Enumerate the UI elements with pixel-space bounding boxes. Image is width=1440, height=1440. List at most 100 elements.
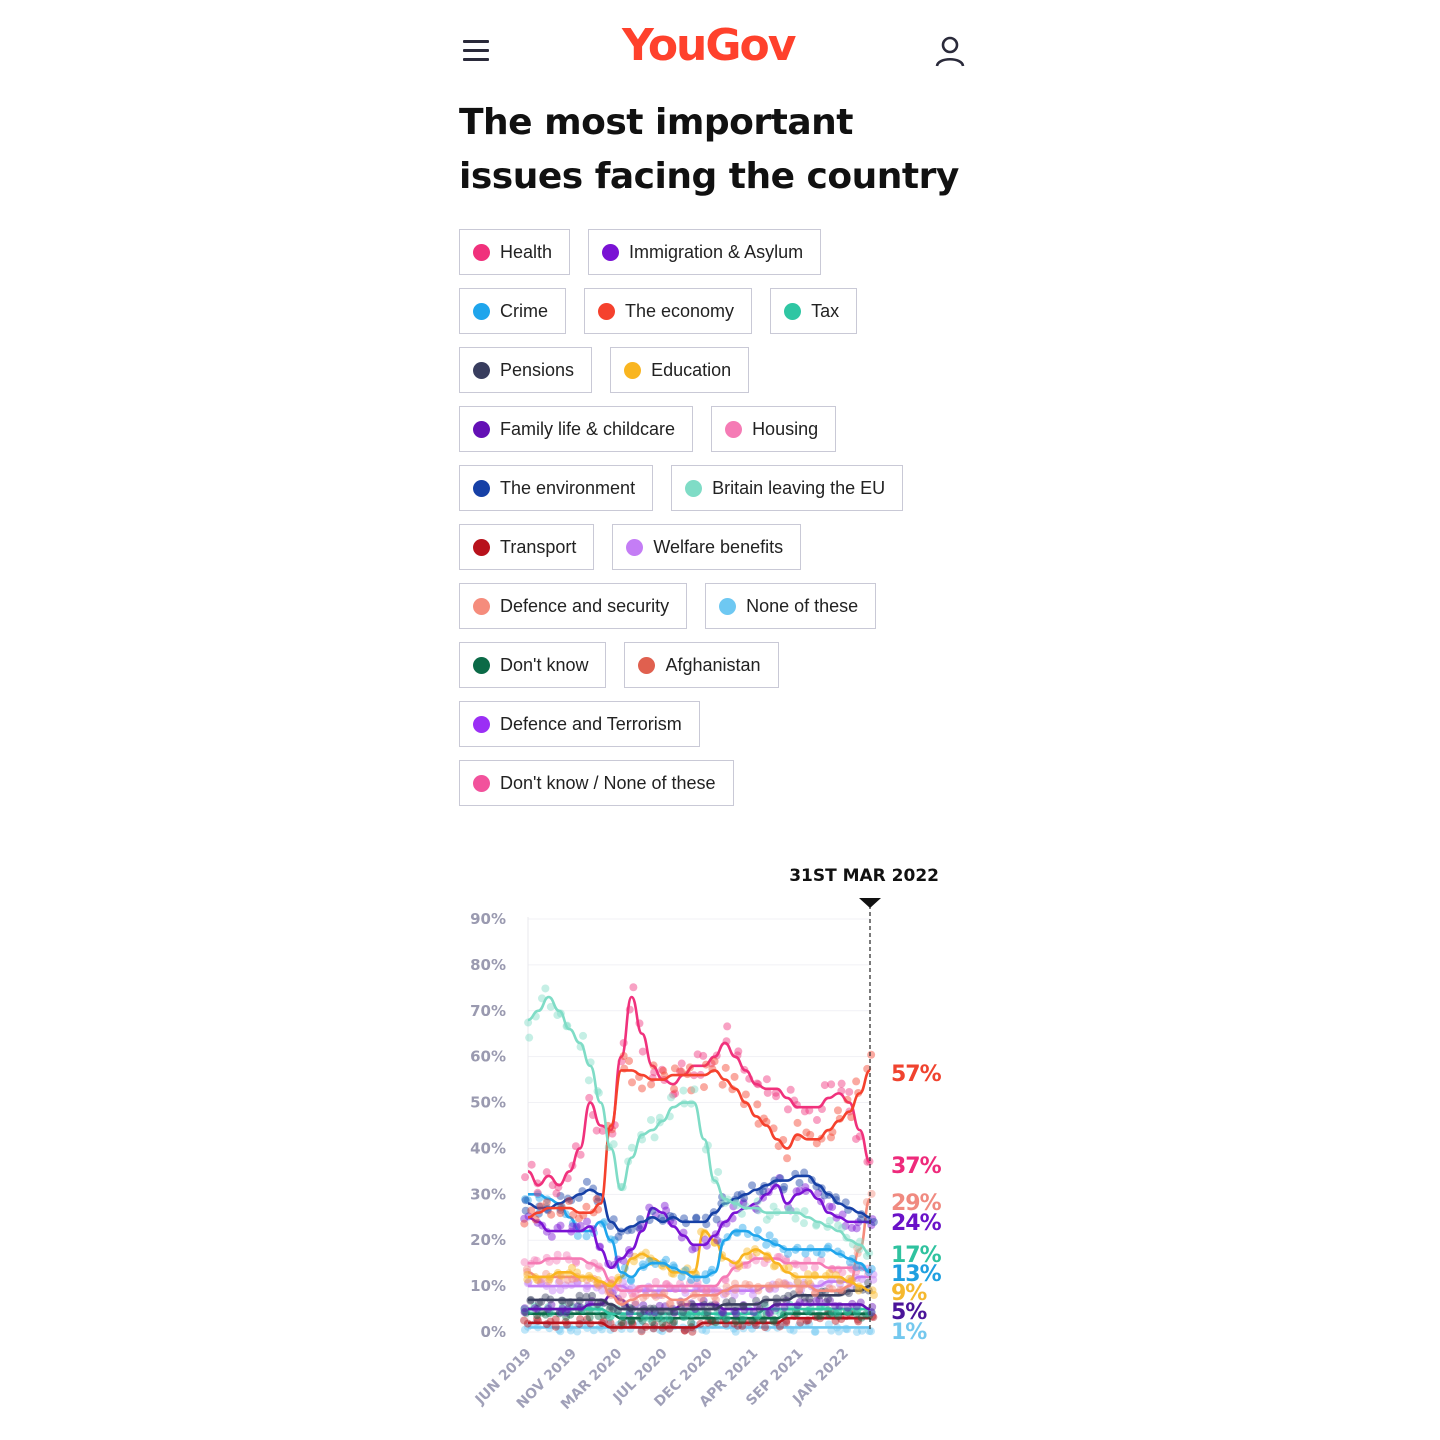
legend-label: None of these xyxy=(746,595,859,616)
data-point xyxy=(825,1269,834,1278)
data-point xyxy=(772,1092,781,1101)
legend-label: Crime xyxy=(500,300,548,321)
data-point xyxy=(582,1202,591,1211)
legend-row: Don't know / None of these xyxy=(459,760,959,806)
data-point xyxy=(784,1263,793,1272)
user-icon[interactable] xyxy=(934,34,966,68)
data-point xyxy=(762,1240,771,1249)
legend-chip[interactable]: Don't know xyxy=(459,642,607,688)
data-point xyxy=(666,1299,675,1308)
data-point xyxy=(557,1271,566,1280)
data-point xyxy=(800,1168,809,1177)
legend-chip[interactable]: Pensions xyxy=(459,347,593,393)
data-point xyxy=(812,1116,821,1125)
legend-chip[interactable]: Family life & childcare xyxy=(459,406,694,452)
series-line xyxy=(527,1229,871,1292)
end-value-label: 57% xyxy=(891,1062,942,1087)
data-point xyxy=(739,1198,748,1207)
data-point xyxy=(800,1107,809,1116)
legend-chip[interactable]: Education xyxy=(610,347,750,393)
data-point xyxy=(521,1307,530,1316)
legend-chip[interactable]: The environment xyxy=(459,465,654,511)
data-point xyxy=(592,1126,601,1135)
data-point xyxy=(648,1206,657,1215)
legend-label: Family life & childcare xyxy=(500,418,676,439)
data-point xyxy=(650,1308,659,1317)
data-point xyxy=(533,1188,542,1197)
data-point xyxy=(700,1300,709,1309)
data-point xyxy=(734,1047,743,1056)
data-point xyxy=(865,1326,874,1335)
data-point xyxy=(614,1232,623,1241)
data-point xyxy=(568,1263,577,1272)
data-point xyxy=(869,1291,878,1300)
data-point xyxy=(547,1232,556,1241)
series xyxy=(520,1174,877,1270)
data-point xyxy=(605,1313,614,1322)
legend-chip[interactable]: Defence and Terrorism xyxy=(459,701,700,747)
menu-button[interactable] xyxy=(463,40,489,62)
data-point xyxy=(619,1052,628,1061)
chart: 0%10%20%30%40%50%60%70%80%90%JUN 2019NOV… xyxy=(470,866,943,1413)
data-point xyxy=(786,1085,795,1094)
data-point xyxy=(815,1296,824,1305)
data-point xyxy=(712,1215,721,1224)
legend-chip[interactable]: Transport xyxy=(459,524,595,570)
data-point xyxy=(738,1223,747,1232)
data-point xyxy=(762,1310,771,1319)
yougov-logo[interactable]: YouGov xyxy=(622,20,796,71)
data-point xyxy=(841,1221,850,1230)
legend-chip[interactable]: Afghanistan xyxy=(624,642,779,688)
data-point xyxy=(658,1327,667,1336)
data-point xyxy=(827,1080,836,1089)
data-point xyxy=(665,1314,674,1323)
legend-dot-icon xyxy=(473,656,490,674)
data-point xyxy=(753,1100,762,1109)
data-point xyxy=(730,1291,739,1300)
legend-chip[interactable]: Health xyxy=(459,229,571,275)
legend-chip[interactable]: Defence and security xyxy=(459,583,688,629)
data-point xyxy=(817,1250,826,1259)
data-point xyxy=(735,1262,744,1271)
legend-chip[interactable]: Tax xyxy=(770,288,858,334)
data-point xyxy=(688,1327,697,1336)
data-point xyxy=(677,1272,686,1281)
data-point xyxy=(693,1050,702,1059)
legend-label: Education xyxy=(651,359,732,380)
data-point xyxy=(625,1056,634,1065)
data-point xyxy=(804,1277,813,1286)
data-point xyxy=(837,1079,846,1088)
legend-chip[interactable]: The economy xyxy=(584,288,753,334)
legend-chip[interactable]: Welfare benefits xyxy=(612,524,802,570)
data-point xyxy=(527,1160,536,1169)
data-point xyxy=(852,1134,861,1143)
data-point xyxy=(753,1226,762,1235)
y-tick-label: 70% xyxy=(470,1002,506,1020)
data-point xyxy=(576,1150,585,1159)
series-line xyxy=(527,995,871,1256)
legend-chip[interactable]: Housing xyxy=(711,406,837,452)
data-point xyxy=(659,1314,668,1323)
data-point xyxy=(617,1318,626,1327)
data-point xyxy=(564,1197,573,1206)
data-point xyxy=(775,1322,784,1331)
data-point xyxy=(619,1278,628,1287)
legend-chip[interactable]: None of these xyxy=(705,583,877,629)
data-point xyxy=(534,1276,543,1285)
legend-chip[interactable]: Crime xyxy=(459,288,566,334)
legend-chip[interactable]: Don't know / None of these xyxy=(459,760,734,806)
series-line xyxy=(527,1069,871,1219)
series-line xyxy=(528,1193,871,1279)
data-point xyxy=(572,1258,581,1267)
data-point xyxy=(688,1245,697,1254)
end-value-label: 9% xyxy=(891,1281,927,1306)
data-point xyxy=(637,1327,646,1336)
data-point xyxy=(585,1093,594,1102)
date-marker-label: 31ST MAR 2022 xyxy=(789,866,939,886)
data-point xyxy=(542,1198,551,1207)
data-point xyxy=(544,1277,553,1286)
legend-chip[interactable]: Immigration & Asylum xyxy=(588,229,822,275)
y-tick-label: 40% xyxy=(470,1139,506,1157)
data-point xyxy=(677,1059,686,1068)
legend-chip[interactable]: Britain leaving the EU xyxy=(671,465,904,511)
